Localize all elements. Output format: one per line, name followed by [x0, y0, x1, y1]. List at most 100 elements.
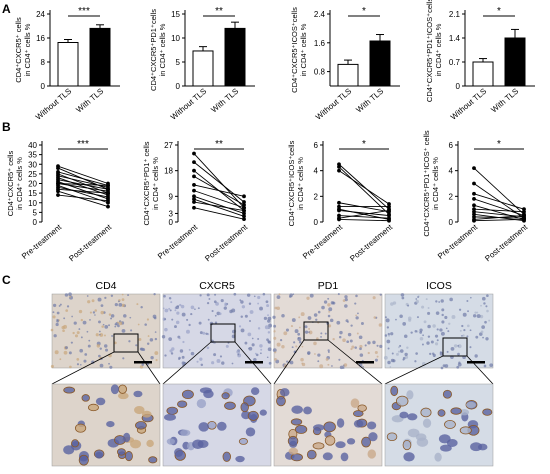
panel-label-c: C: [2, 273, 11, 287]
cell-nucleus: [387, 347, 390, 350]
data-point: [522, 209, 526, 214]
cell-nucleus: [63, 350, 68, 355]
cell-nucleus: [206, 302, 210, 305]
cell-nucleus: [457, 362, 462, 367]
cell-nucleus: [254, 352, 257, 355]
cell-nucleus: [281, 345, 285, 349]
cell-nucleus: [86, 295, 89, 297]
cell-nucleus: [130, 329, 133, 332]
cell-nucleus: [53, 334, 57, 338]
cell-nucleus: [442, 364, 446, 368]
cell-nucleus: [110, 384, 119, 395]
cell-nucleus: [291, 318, 296, 322]
cell-nucleus: [54, 350, 59, 355]
cell-nucleus: [286, 360, 289, 363]
cell-nucleus: [255, 353, 259, 357]
bar: [504, 37, 526, 87]
data-point: [242, 202, 246, 207]
cell-nucleus: [192, 439, 204, 450]
cell-nucleus: [279, 338, 283, 342]
y-tick-label: 2.4: [314, 10, 326, 19]
cell-nucleus: [327, 297, 330, 300]
cell-nucleus: [207, 420, 217, 430]
cell-nucleus: [259, 352, 262, 355]
cell-nucleus: [94, 309, 97, 312]
cell-nucleus: [72, 331, 75, 335]
cell-nucleus: [331, 365, 333, 367]
cell-nucleus: [441, 308, 445, 312]
cell-nucleus: [272, 348, 277, 353]
cell-nucleus: [63, 317, 66, 320]
cell-nucleus: [246, 293, 251, 297]
cell-nucleus: [356, 332, 359, 335]
cell-nucleus: [444, 364, 449, 368]
cell-nucleus: [309, 293, 314, 298]
zoom-inset-box: [303, 321, 329, 341]
cell-nucleus: [335, 441, 346, 449]
cell-nucleus: [181, 355, 185, 359]
series-line: [338, 210, 390, 217]
micrograph-overview: [51, 293, 161, 369]
cell-nucleus: [415, 298, 418, 300]
series-line: [473, 208, 525, 213]
cell-nucleus: [118, 384, 127, 394]
cell-nucleus: [273, 330, 276, 333]
cell-nucleus: [397, 346, 400, 349]
cell-nucleus: [440, 444, 452, 452]
cell-nucleus: [209, 321, 214, 326]
cell-nucleus: [88, 339, 91, 342]
cell-nucleus: [314, 353, 316, 355]
cell-nucleus: [300, 357, 304, 362]
cell-nucleus: [250, 387, 260, 396]
cell-nucleus: [434, 452, 442, 462]
zoom-line: [384, 355, 444, 385]
cell-nucleus: [259, 306, 263, 311]
cell-nucleus: [298, 326, 301, 329]
cell-nucleus: [459, 426, 472, 435]
data-point: [242, 208, 246, 213]
cell-nucleus: [387, 360, 391, 365]
zoom-line: [51, 351, 115, 385]
cell-nucleus: [307, 316, 312, 320]
cell-nucleus: [169, 349, 173, 353]
y-axis-label: CD4⁺CXCR5⁺PD1⁺ cells: [142, 141, 151, 225]
cell-nucleus: [406, 390, 414, 400]
cell-nucleus: [263, 316, 268, 321]
y-tick-label: 2: [314, 192, 319, 201]
y-axis-label: CD4⁺CXCR5⁺ICOS⁺cells: [290, 7, 299, 93]
cell-nucleus: [100, 304, 104, 307]
cell-nucleus: [477, 443, 488, 451]
cell-nucleus: [79, 363, 82, 366]
y-axis-label: in CD4⁺ cells %: [296, 157, 305, 210]
cell-nucleus: [224, 302, 227, 305]
cell-nucleus: [279, 388, 290, 397]
cell-nucleus: [415, 433, 427, 441]
cell-nucleus: [267, 314, 269, 317]
cell-nucleus: [374, 358, 378, 362]
cell-nucleus: [235, 455, 245, 463]
cell-nucleus: [106, 421, 115, 428]
cell-nucleus: [416, 316, 419, 319]
cell-nucleus: [327, 363, 330, 366]
cell-nucleus: [291, 405, 303, 414]
series-line: [338, 210, 390, 219]
cell-nucleus: [476, 314, 481, 319]
cell-nucleus: [475, 335, 479, 339]
cell-nucleus: [221, 392, 230, 400]
cell-nucleus: [64, 293, 69, 297]
y-tick-label: 0.8: [314, 68, 326, 77]
cell-nucleus: [238, 325, 242, 328]
cell-nucleus: [86, 330, 89, 333]
cell-nucleus: [266, 304, 270, 308]
cell-nucleus: [214, 314, 217, 317]
y-axis-label: in CD4⁺ cells %: [299, 23, 308, 76]
y-tick-label: 20: [28, 180, 37, 189]
cell-nucleus: [260, 348, 263, 351]
y-tick-label: 40: [28, 141, 37, 150]
cell-nucleus: [317, 353, 321, 357]
cell-nucleus: [247, 410, 259, 421]
y-tick-label: 15: [171, 10, 180, 19]
cell-nucleus: [401, 296, 405, 300]
cell-nucleus: [198, 321, 202, 325]
cell-nucleus: [379, 344, 383, 348]
